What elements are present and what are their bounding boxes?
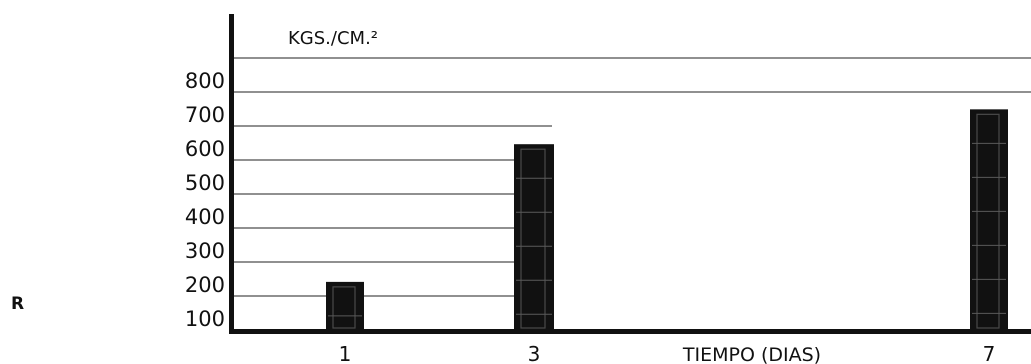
y-tick-label: 700 xyxy=(185,103,225,127)
bar-texture xyxy=(976,113,1000,329)
y-tick-labels: 100 200 300 400 500 600 700 800 xyxy=(185,69,225,331)
bar xyxy=(326,281,364,331)
x-category-label: 3 xyxy=(528,342,541,364)
bar-body xyxy=(514,144,554,331)
y-tick-label: 200 xyxy=(185,273,225,297)
bar xyxy=(514,144,554,331)
y-tick-label: 400 xyxy=(185,205,225,229)
x-axis-title: TIEMPO (DIAS) xyxy=(682,344,821,364)
bar-texture xyxy=(520,148,546,329)
bar-body xyxy=(970,109,1008,331)
y-tick-label: 500 xyxy=(185,171,225,195)
y-tick-label: 100 xyxy=(185,307,225,331)
bar xyxy=(970,109,1008,331)
y-tick-label: 600 xyxy=(185,137,225,161)
x-category-label: 1 xyxy=(339,342,352,364)
grid-lines xyxy=(234,57,1031,297)
y-tick-label: 300 xyxy=(185,239,225,263)
y-tick-label: 800 xyxy=(185,69,225,93)
side-letter-r: R xyxy=(11,294,25,314)
axes xyxy=(229,14,1031,334)
bars xyxy=(326,109,1008,331)
y-axis-line xyxy=(229,14,234,334)
bar-body xyxy=(326,281,364,331)
x-category-labels: 1 3 7 xyxy=(339,342,996,364)
x-axis-line xyxy=(229,329,1031,334)
y-unit-label: KGS./CM.² xyxy=(288,28,378,49)
x-category-label: 7 xyxy=(983,342,996,364)
bar-texture xyxy=(332,286,356,329)
